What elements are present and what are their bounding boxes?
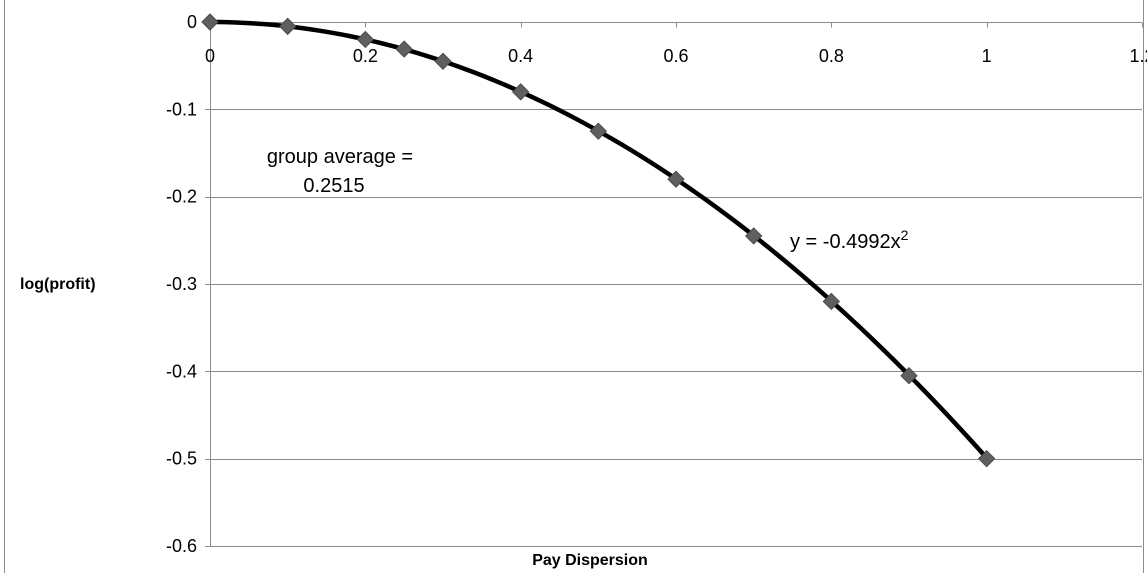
x-tick-label: 0.4 [508,46,533,66]
y-tick-label: -0.5 [166,449,197,469]
data-point [434,52,452,71]
trendline-equation: y = -0.4992x2 [790,227,909,253]
equation-exponent: 2 [901,227,909,243]
data-point [201,13,219,31]
y-tick-label: -0.6 [166,536,197,556]
data-markers [201,13,996,468]
equation-base: y = -0.4992x [790,231,901,253]
x-axis-title: Pay Dispersion [532,552,648,569]
data-point [822,292,841,311]
data-point [589,122,608,140]
data-point [395,40,413,58]
x-tick-label: 1 [982,46,992,66]
data-point [977,449,996,468]
x-tick-label: 0.6 [663,46,688,66]
y-tick-label: -0.3 [166,274,197,294]
x-tick-label: 1.2 [1129,46,1147,66]
data-point [278,17,297,36]
y-tick-label: -0.2 [166,187,197,207]
axes [4,0,1144,573]
gridlines [210,109,1142,547]
data-point [511,83,530,101]
data-point [744,227,763,245]
y-tick-label: -0.1 [166,99,197,119]
group-average-label-line2: 0.2515 [303,175,364,197]
data-point [900,366,918,385]
y-tick-label: -0.4 [166,361,197,381]
x-tick-label: 0 [205,46,215,66]
data-point [356,30,375,49]
tick-labels: 0 -0.1 -0.2 -0.3 -0.4 -0.5 -0.6 0 0.2 0.4 0.6 0.8 1 1… [166,12,1147,556]
data-point [667,170,685,188]
y-tick-label: 0 [187,12,197,32]
y-axis-title: log(profit) [20,276,96,293]
x-tick-label: 0.8 [819,46,844,66]
x-tick-label: 0.2 [353,46,378,66]
group-average-label-line1: group average = [267,146,413,168]
